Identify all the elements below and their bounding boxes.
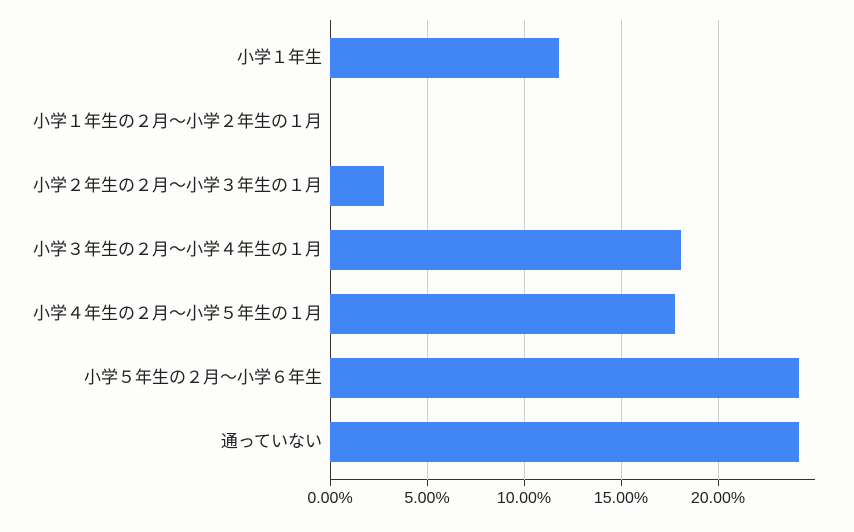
- x-axis-label: 5.00%: [404, 490, 449, 508]
- x-tick: [718, 480, 719, 486]
- bar: [330, 358, 799, 398]
- bar: [330, 230, 681, 270]
- x-tick: [427, 480, 428, 486]
- category-label: 小学３年生の２月〜小学４年生の１月: [2, 230, 322, 270]
- x-axis-label: 15.00%: [594, 490, 648, 508]
- x-tick: [621, 480, 622, 486]
- category-label: 通っていない: [2, 422, 322, 462]
- x-tick: [330, 480, 331, 486]
- x-axis-label: 10.00%: [497, 490, 551, 508]
- bar-chart: 小学１年生小学１年生の２月〜小学２年生の１月小学２年生の２月〜小学３年生の１月小…: [0, 0, 854, 532]
- bar: [330, 166, 384, 206]
- gridline: [718, 20, 719, 480]
- x-axis-label: 0.00%: [307, 490, 352, 508]
- category-label: 小学２年生の２月〜小学３年生の１月: [2, 166, 322, 206]
- bar: [330, 294, 675, 334]
- x-axis: [330, 479, 815, 480]
- bar: [330, 422, 799, 462]
- category-label: 小学１年生: [2, 38, 322, 78]
- x-tick: [524, 480, 525, 486]
- category-label: 小学５年生の２月〜小学６年生: [2, 358, 322, 398]
- category-label: 小学４年生の２月〜小学５年生の１月: [2, 294, 322, 334]
- category-label: 小学１年生の２月〜小学２年生の１月: [2, 102, 322, 142]
- x-axis-label: 20.00%: [691, 490, 745, 508]
- bar: [330, 38, 559, 78]
- plot-area: [330, 20, 815, 480]
